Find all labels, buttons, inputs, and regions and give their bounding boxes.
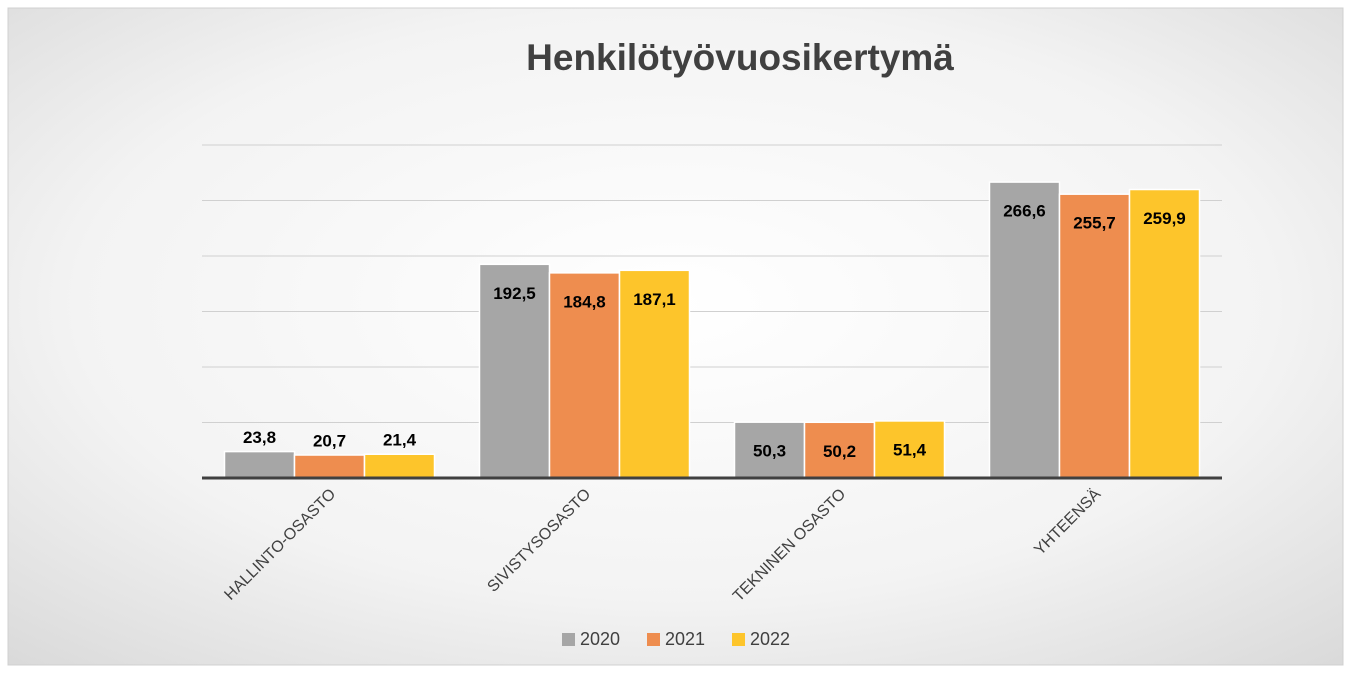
- legend-label: 2020: [580, 629, 620, 649]
- data-label: 20,7: [313, 432, 346, 451]
- data-label: 50,2: [823, 442, 856, 461]
- data-label: 51,4: [893, 440, 927, 459]
- data-label: 192,5: [493, 284, 536, 303]
- bar: [873, 420, 946, 479]
- bar: [293, 454, 366, 479]
- data-label: 184,8: [563, 292, 606, 311]
- data-label: 21,4: [383, 431, 417, 450]
- legend-swatch: [732, 633, 745, 646]
- data-label: 266,6: [1003, 202, 1046, 221]
- bar: [988, 181, 1061, 479]
- bar: [1058, 193, 1131, 479]
- data-label: 50,3: [753, 442, 786, 461]
- bar: [478, 263, 551, 479]
- bar: [1128, 188, 1201, 479]
- legend-label: 2021: [665, 629, 705, 649]
- bar: [618, 269, 691, 479]
- data-label: 255,7: [1073, 214, 1116, 233]
- data-label: 23,8: [243, 428, 276, 447]
- bar: [733, 421, 806, 479]
- data-label: 259,9: [1143, 209, 1186, 228]
- bar: [223, 450, 296, 479]
- legend-swatch: [647, 633, 660, 646]
- chart-title: Henkilötyövuosikertymä: [526, 37, 954, 78]
- legend-label: 2022: [750, 629, 790, 649]
- data-label: 187,1: [633, 290, 676, 309]
- legend-swatch: [562, 633, 575, 646]
- bar: [363, 453, 436, 479]
